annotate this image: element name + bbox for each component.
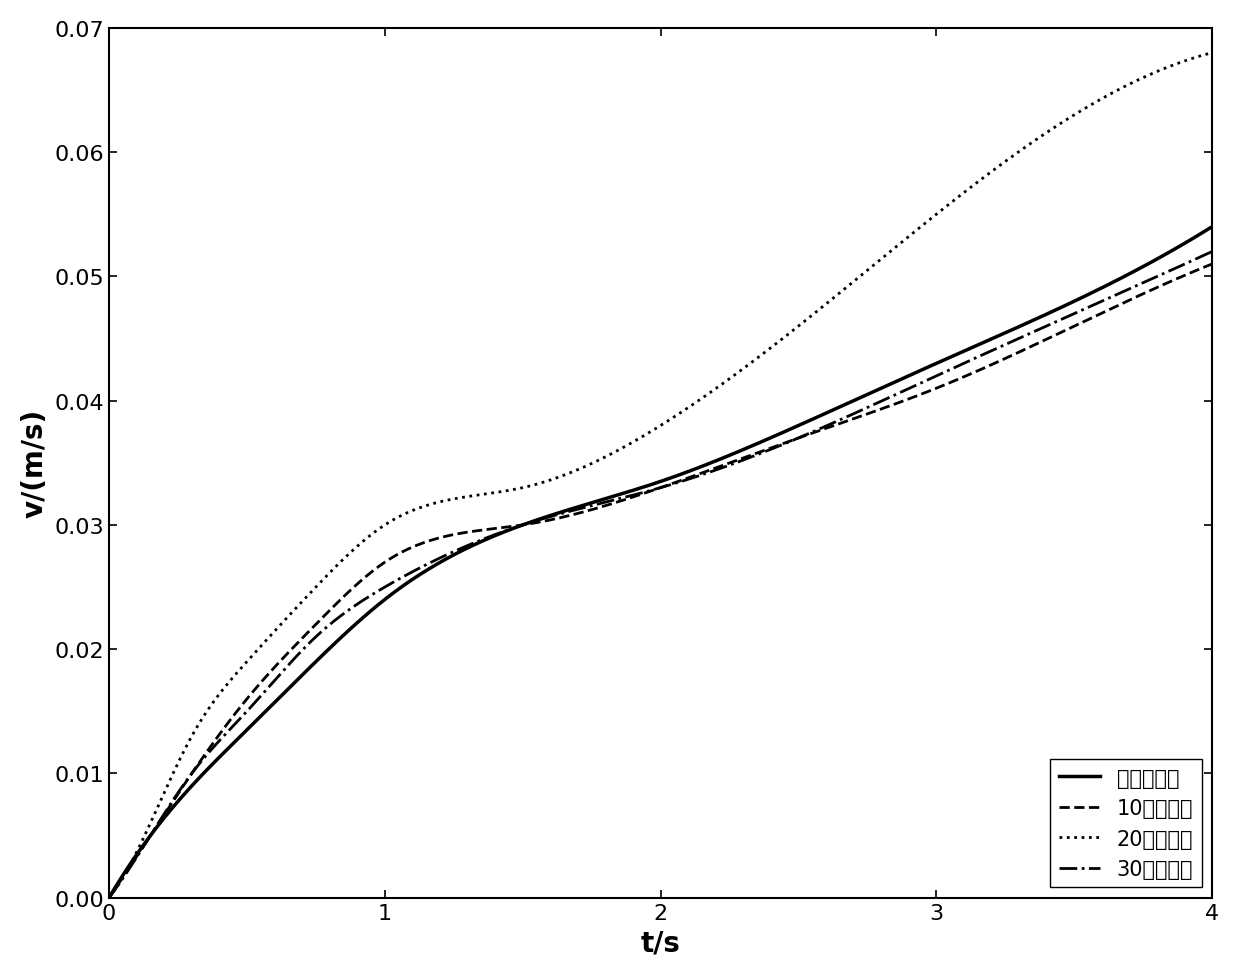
20个配置点: [1173, 58, 1188, 69]
Line: 非线性模型: 非线性模型: [109, 228, 1213, 898]
Line: 10个配置点: 10个配置点: [109, 265, 1213, 898]
10个配置点: [637, 488, 652, 499]
10个配置点: [157, 807, 172, 819]
30个配置点: [102, 892, 117, 904]
10个配置点: [1172, 273, 1187, 284]
非线性模型: [1173, 241, 1188, 253]
10个配置点: [609, 497, 624, 509]
非线性模型: [970, 340, 985, 352]
非线性模型: [637, 481, 652, 492]
30个配置点: [1173, 261, 1188, 273]
非线性模型: [157, 811, 172, 823]
Legend: 非线性模型, 10个配置点, 20个配置点, 30个配置点: 非线性模型, 10个配置点, 20个配置点, 30个配置点: [1050, 760, 1202, 887]
非线性模型: [609, 490, 624, 502]
非线性模型: [1205, 222, 1220, 234]
Line: 20个配置点: 20个配置点: [109, 54, 1213, 898]
非线性模型: [102, 892, 117, 904]
20个配置点: [970, 177, 985, 189]
10个配置点: [1205, 259, 1220, 271]
30个配置点: [157, 806, 172, 818]
30个配置点: [970, 352, 985, 363]
20个配置点: [157, 785, 172, 796]
30个配置点: [1172, 261, 1187, 273]
20个配置点: [609, 446, 624, 457]
10个配置点: [970, 365, 985, 377]
20个配置点: [1205, 48, 1220, 60]
非线性模型: [1172, 241, 1187, 253]
30个配置点: [1205, 246, 1220, 258]
X-axis label: t/s: t/s: [641, 928, 681, 956]
20个配置点: [102, 892, 117, 904]
10个配置点: [1173, 273, 1188, 284]
30个配置点: [609, 494, 624, 506]
30个配置点: [637, 487, 652, 498]
20个配置点: [1172, 58, 1187, 69]
Line: 30个配置点: 30个配置点: [109, 252, 1213, 898]
10个配置点: [102, 892, 117, 904]
Y-axis label: v/(m/s): v/(m/s): [21, 408, 48, 518]
20个配置点: [637, 430, 652, 442]
